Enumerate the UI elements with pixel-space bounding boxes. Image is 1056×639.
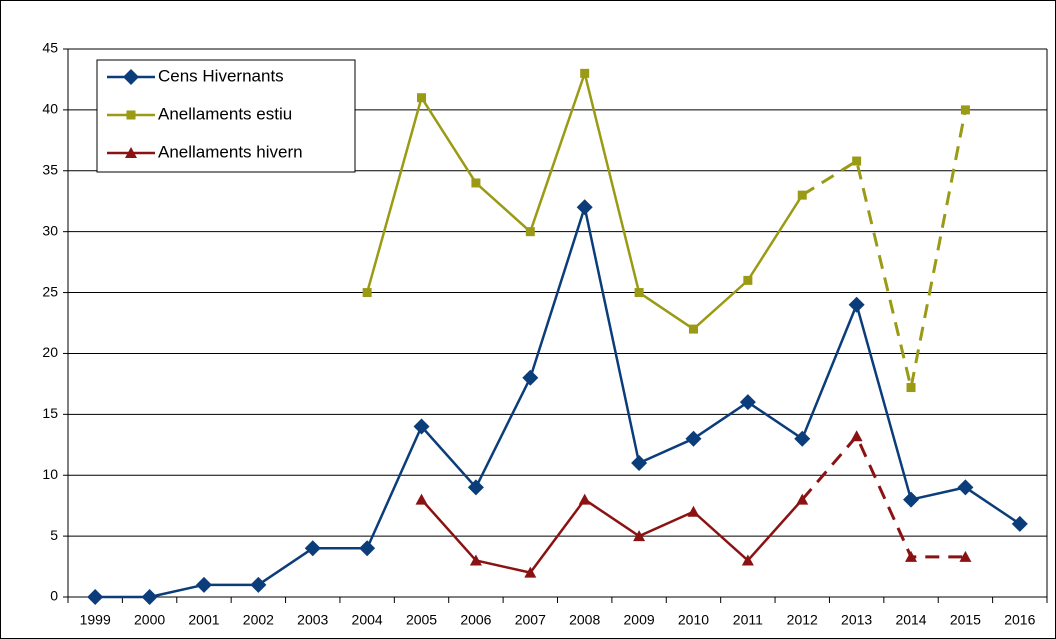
marker [739,394,756,411]
marker [848,296,865,313]
marker [960,105,970,115]
marker [141,589,158,605]
x-tick-label: 2000 [134,612,165,628]
marker [687,505,700,517]
marker [633,530,646,542]
marker [123,69,139,85]
x-tick-label: 2007 [515,612,546,628]
marker [126,110,136,120]
x-tick-label: 2011 [733,612,763,628]
legend-label: Cens Hivernants [158,66,284,85]
x-tick-label: 2012 [787,612,818,628]
marker [362,288,372,298]
y-tick-label: 5 [50,527,58,543]
marker [415,493,428,505]
marker [957,479,974,496]
y-tick-label: 20 [42,344,58,360]
legend-label: Anellaments hivern [158,142,303,161]
marker [796,493,809,505]
marker [467,479,484,496]
marker [903,491,920,508]
marker [688,324,698,334]
marker [634,288,644,298]
y-tick-label: 10 [42,466,58,482]
y-tick-label: 35 [42,161,58,177]
x-tick-label: 2010 [678,612,709,628]
series-line-dashed [801,434,966,559]
x-tick-label: 2016 [1004,612,1035,628]
x-tick-label: 2014 [895,612,926,628]
marker [741,554,754,566]
marker [469,554,482,566]
marker [685,430,702,447]
x-tick-label: 2015 [950,612,981,628]
x-tick-label: 2008 [569,612,600,628]
y-tick-label: 30 [42,222,58,238]
x-tick-label: 2001 [188,612,219,628]
marker [359,540,376,557]
marker [905,550,918,562]
series-line [420,498,804,574]
marker [250,576,267,593]
marker [304,540,321,557]
x-tick-label: 2002 [243,612,274,628]
y-tick-label: 0 [50,588,58,604]
series-line-dashed [801,109,967,390]
marker [794,430,811,447]
marker [580,68,590,78]
marker [413,418,430,435]
marker [525,227,535,237]
x-tick-label: 2006 [460,612,491,628]
marker [471,178,481,188]
marker [417,93,427,103]
marker [1011,515,1028,532]
x-tick-label: 2005 [406,612,437,628]
marker [87,589,104,605]
marker [195,576,212,593]
y-tick-label: 40 [42,101,58,117]
marker [797,190,807,200]
marker [850,430,863,442]
x-tick-label: 2003 [297,612,328,628]
series-line [95,206,1021,599]
marker [631,455,648,472]
y-tick-label: 15 [42,405,58,421]
x-tick-label: 2013 [841,612,872,628]
marker [524,566,537,578]
x-tick-label: 1999 [80,612,111,628]
marker [578,493,591,505]
y-tick-label: 45 [42,40,58,56]
y-tick-label: 25 [42,283,58,299]
marker [125,147,137,158]
marker [906,383,916,393]
marker [576,199,593,216]
legend-label: Anellaments estiu [158,104,292,123]
marker [522,369,539,386]
marker [743,275,753,285]
x-tick-label: 2004 [352,612,383,628]
marker [852,156,862,166]
x-tick-label: 2009 [624,612,655,628]
marker [959,550,972,562]
